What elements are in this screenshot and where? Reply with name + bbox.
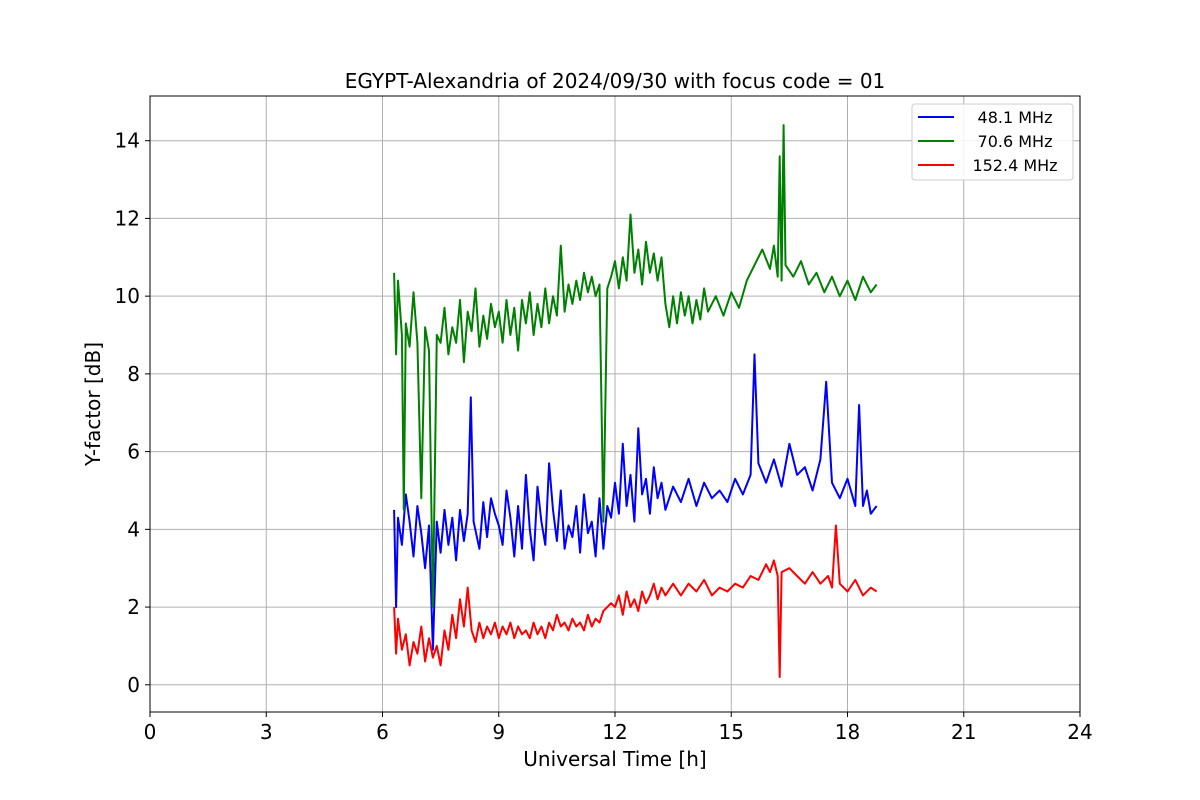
series-line-1 — [393, 353, 878, 651]
x-tick-label: 18 — [835, 720, 860, 744]
legend-box — [911, 103, 1074, 181]
y-tick-label: 6 — [127, 440, 140, 464]
x-tick-label: 12 — [602, 720, 627, 744]
x-tick-label: 9 — [492, 720, 505, 744]
x-tick-label: 0 — [144, 720, 157, 744]
x-tick-label: 21 — [951, 720, 976, 744]
series-line-2 — [393, 124, 878, 609]
y-tick-label: 0 — [127, 673, 140, 697]
y-tick-label: 10 — [115, 284, 140, 308]
legend-label-2: 70.6 MHz — [978, 132, 1053, 151]
x-tick-label: 6 — [376, 720, 389, 744]
legend-label-1: 48.1 MHz — [978, 108, 1053, 127]
x-tick-label: 3 — [260, 720, 273, 744]
x-tick-label: 24 — [1067, 720, 1092, 744]
x-axis-label: Universal Time [h] — [523, 747, 706, 771]
y-tick-label: 14 — [115, 129, 140, 153]
legend-label-3: 152.4 MHz — [972, 156, 1057, 175]
y-axis-label: Y-factor [dB] — [81, 342, 105, 467]
chart-title: EGYPT-Alexandria of 2024/09/30 with focu… — [345, 69, 886, 93]
x-tick-label: 15 — [719, 720, 744, 744]
legend: 48.1 MHz 70.6 MHz 152.4 MHz — [911, 103, 1074, 181]
series-line-3 — [393, 524, 878, 678]
y-tick-label: 4 — [127, 517, 140, 541]
y-tick-label: 12 — [115, 206, 140, 230]
y-tick-label: 8 — [127, 362, 140, 386]
y-tick-label: 2 — [127, 595, 140, 619]
series-lines — [393, 124, 878, 678]
